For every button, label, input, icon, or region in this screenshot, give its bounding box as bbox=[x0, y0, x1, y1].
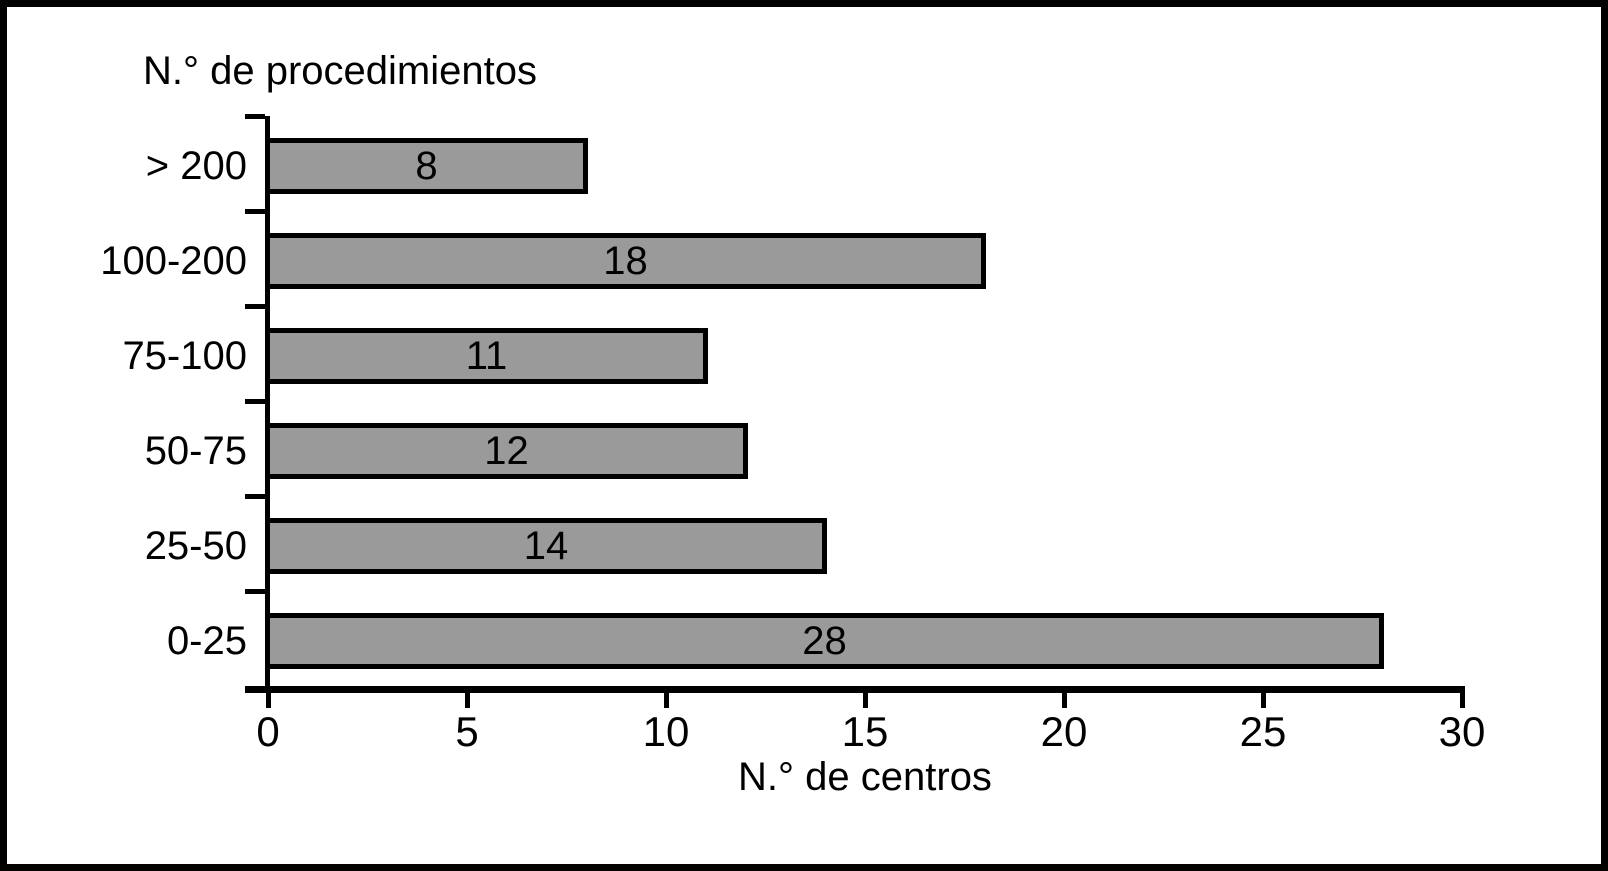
x-axis-line bbox=[245, 686, 1465, 693]
category-label: 25-50 bbox=[144, 524, 247, 568]
x-tick-label: 15 bbox=[841, 708, 889, 755]
y-tick bbox=[245, 589, 265, 594]
y-tick bbox=[245, 209, 265, 214]
x-tick-label: 20 bbox=[1040, 708, 1088, 755]
bar: 28 bbox=[265, 613, 1384, 669]
bar-value-label: 18 bbox=[603, 239, 648, 283]
x-tick-label: 5 bbox=[455, 708, 479, 755]
x-tick bbox=[266, 693, 271, 708]
x-tick-label: 30 bbox=[1438, 708, 1486, 755]
x-tick bbox=[1062, 693, 1067, 708]
x-tick bbox=[465, 693, 470, 708]
bar-value-label: 12 bbox=[484, 429, 529, 473]
x-tick bbox=[1460, 693, 1465, 708]
x-tick-label: 25 bbox=[1239, 708, 1287, 755]
bar: 18 bbox=[265, 233, 986, 289]
bar: 12 bbox=[265, 423, 748, 479]
x-tick bbox=[863, 693, 868, 708]
category-label: 100-200 bbox=[100, 239, 247, 283]
bar: 14 bbox=[265, 518, 827, 574]
category-label: 75-100 bbox=[122, 334, 247, 378]
x-tick bbox=[664, 693, 669, 708]
y-tick bbox=[245, 399, 265, 404]
category-label: 50-75 bbox=[144, 429, 247, 473]
chart-title: N.° de procedimientos bbox=[143, 49, 537, 93]
x-axis-title: N.° de centros bbox=[738, 755, 992, 799]
category-label: 0-25 bbox=[166, 619, 247, 663]
y-tick bbox=[245, 304, 265, 309]
bar-value-label: 8 bbox=[415, 144, 438, 188]
x-tick-label: 0 bbox=[256, 708, 280, 755]
y-tick bbox=[245, 114, 265, 119]
y-axis-line bbox=[265, 116, 270, 693]
category-label: > 200 bbox=[145, 144, 247, 188]
x-tick bbox=[1261, 693, 1266, 708]
bar: 8 bbox=[265, 138, 588, 194]
bar-value-label: 14 bbox=[523, 524, 569, 568]
bar-value-label: 11 bbox=[465, 334, 508, 378]
bar: 11 bbox=[265, 328, 708, 384]
x-tick-label: 10 bbox=[642, 708, 690, 755]
y-tick bbox=[245, 494, 265, 499]
bar-value-label: 28 bbox=[802, 619, 847, 663]
